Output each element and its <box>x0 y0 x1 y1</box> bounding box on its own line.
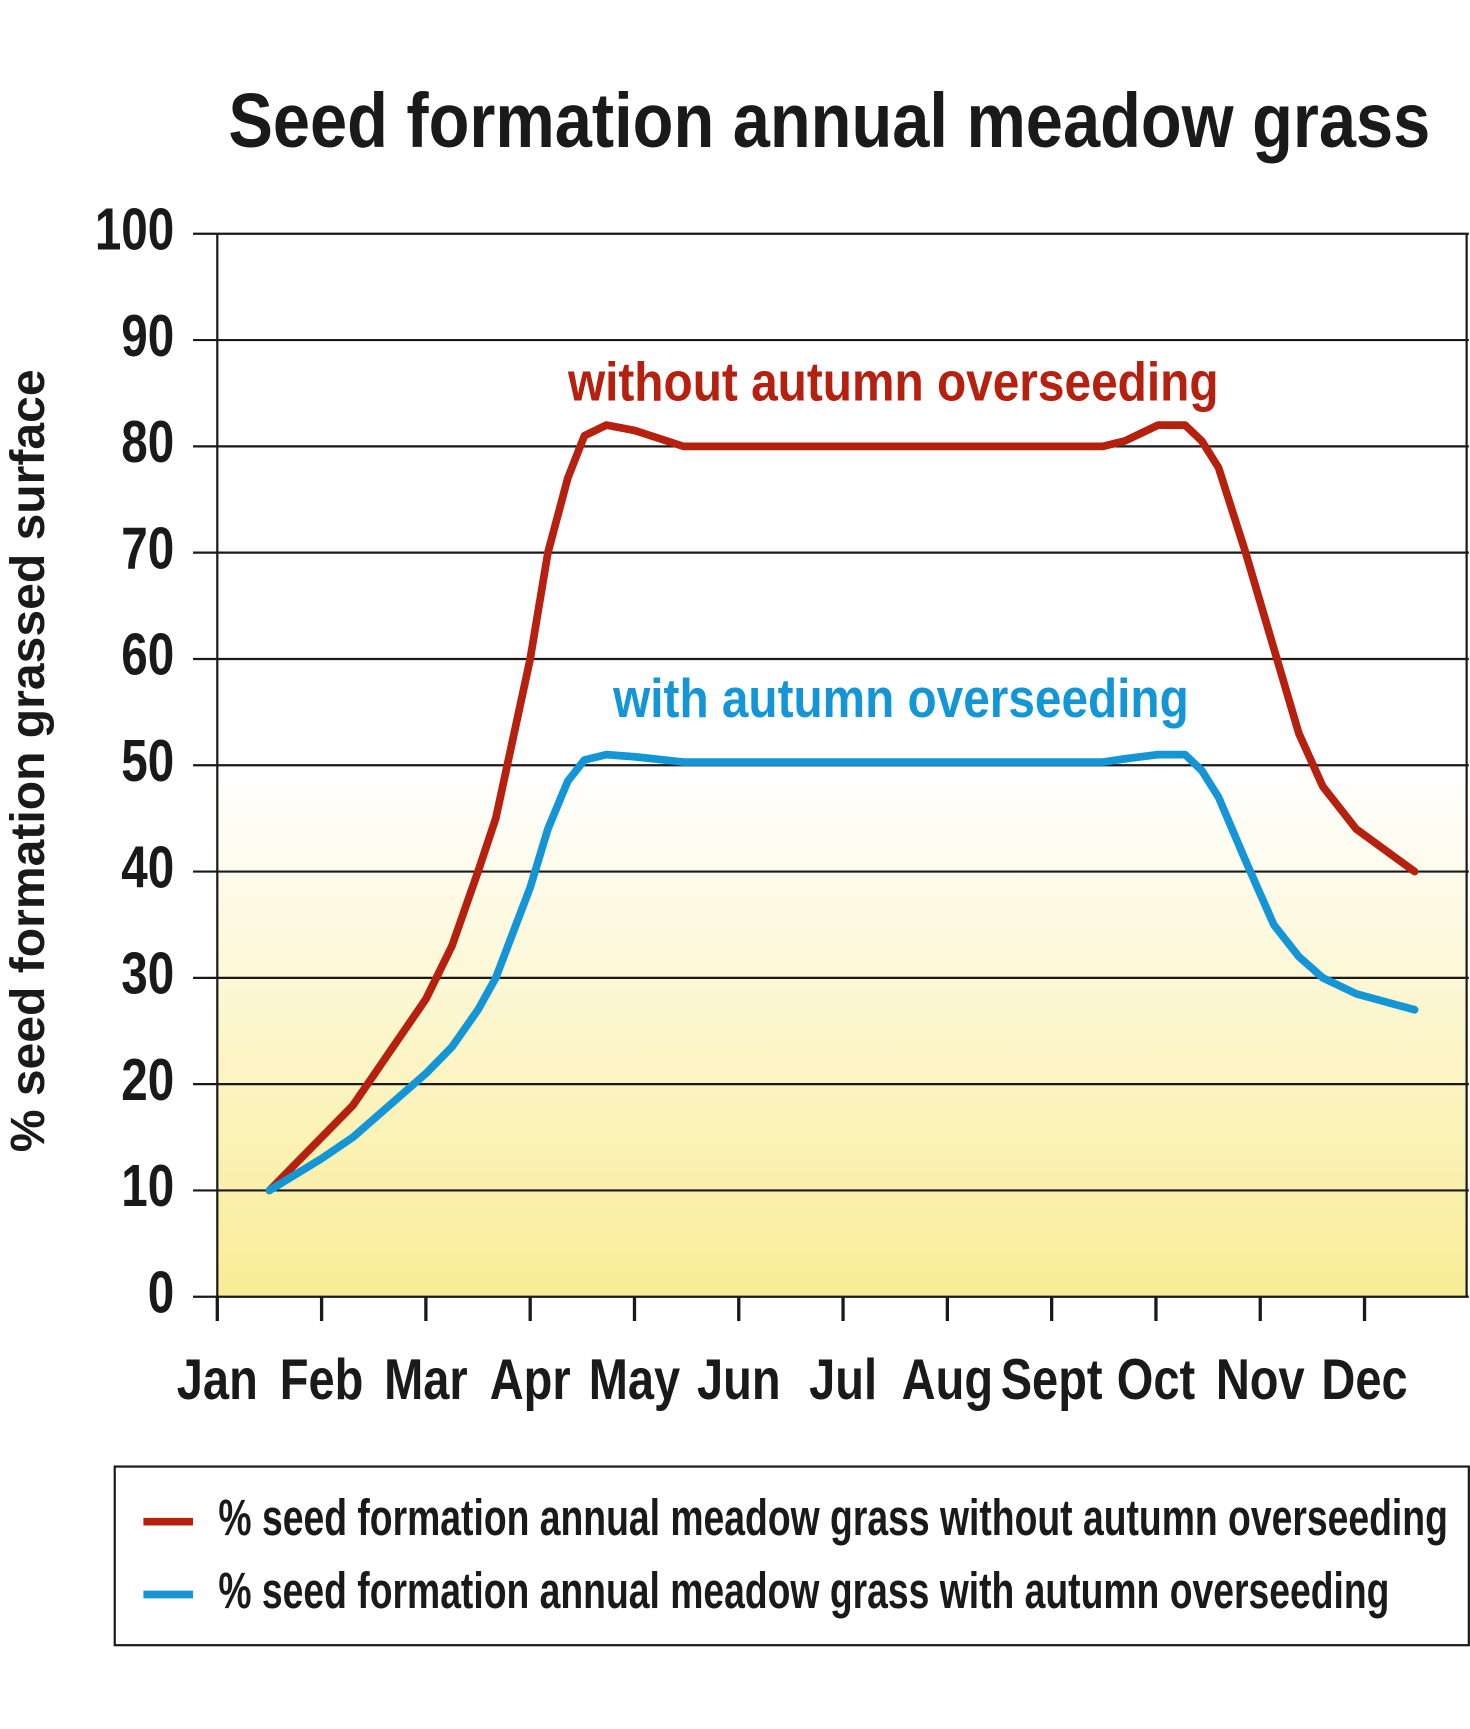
x-tick-label: Jun <box>697 1349 781 1412</box>
series-line <box>265 421 1419 1195</box>
x-tick-label: Oct <box>1117 1349 1195 1412</box>
y-tick-label: 30 <box>121 941 174 1007</box>
x-tick-label: Apr <box>490 1349 571 1412</box>
x-tick-label: Dec <box>1321 1349 1407 1412</box>
x-tick-label: Aug <box>902 1349 993 1412</box>
x-tick-label: Jan <box>177 1349 258 1412</box>
x-tick-label: Nov <box>1216 1349 1305 1412</box>
x-tick-label: Mar <box>384 1349 468 1412</box>
y-tick-label: 10 <box>121 1153 174 1219</box>
chart-title: Seed formation annual meadow grass <box>228 78 1430 164</box>
legend-label: % seed formation annual meadow grass wit… <box>218 1562 1389 1619</box>
y-tick-label: 50 <box>121 728 174 794</box>
y-tick-label: 80 <box>121 409 174 475</box>
x-tick-label: Jul <box>809 1349 877 1412</box>
y-tick-label: 70 <box>121 515 174 581</box>
legend-label: % seed formation annual meadow grass wit… <box>218 1489 1447 1546</box>
y-tick-label: 0 <box>148 1259 174 1325</box>
x-tick-label: May <box>589 1349 680 1412</box>
legend-box <box>113 1465 1470 1647</box>
y-axis-label: % seed formation grassed surface <box>1 369 55 1152</box>
y-tick-label: 100 <box>95 196 174 262</box>
y-tick-label: 40 <box>121 834 174 900</box>
plot-background <box>217 771 1467 1297</box>
annotation: with autumn overseeding <box>612 667 1188 729</box>
y-tick-label: 90 <box>121 303 174 369</box>
series-line <box>265 750 1419 1195</box>
annotation: without autumn overseeding <box>567 351 1218 413</box>
y-tick-label: 60 <box>121 622 174 688</box>
x-tick-label: Sept <box>1001 1349 1103 1412</box>
y-tick-label: 20 <box>121 1047 174 1113</box>
x-tick-label: Feb <box>280 1349 364 1412</box>
